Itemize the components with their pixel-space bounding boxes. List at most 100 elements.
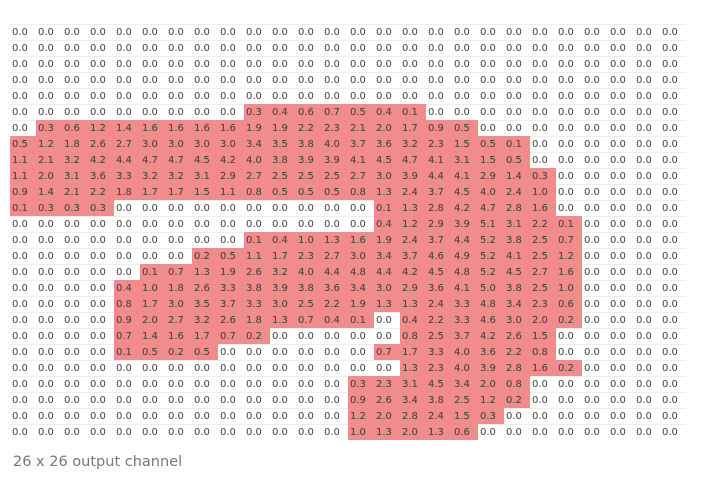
grid-cell: 0.0 — [478, 104, 504, 120]
grid-cell: 0.0 — [62, 24, 88, 40]
grid-cell: 2.4 — [504, 184, 530, 200]
grid-cell: 2.9 — [426, 216, 452, 232]
grid-cell: 0.0 — [348, 88, 374, 104]
grid-cell: 0.0 — [608, 56, 634, 72]
grid-cell: 0.0 — [192, 40, 218, 56]
grid-cell: 4.2 — [218, 152, 244, 168]
grid-cell: 0.0 — [114, 216, 140, 232]
grid-cell: 0.3 — [478, 408, 504, 424]
grid-cell: 2.5 — [426, 328, 452, 344]
grid-cell: 0.0 — [556, 328, 582, 344]
grid-cell: 0.0 — [140, 424, 166, 440]
grid-cell: 0.0 — [88, 40, 114, 56]
grid-cell: 0.0 — [296, 216, 322, 232]
grid-cell: 0.0 — [62, 280, 88, 296]
grid-cell: 0.0 — [400, 72, 426, 88]
grid-cell: 3.0 — [374, 168, 400, 184]
grid-cell: 1.4 — [36, 184, 62, 200]
grid-cell: 0.0 — [192, 424, 218, 440]
grid-cell: 0.0 — [478, 56, 504, 72]
grid-cell: 3.9 — [296, 152, 322, 168]
grid-cell: 2.1 — [62, 184, 88, 200]
grid-cell: 0.0 — [322, 88, 348, 104]
grid-cell: 0.0 — [556, 72, 582, 88]
grid-cell: 0.0 — [660, 408, 686, 424]
grid-cell: 0.0 — [608, 104, 634, 120]
grid-cell: 0.0 — [660, 24, 686, 40]
grid-cell: 0.0 — [88, 280, 114, 296]
grid-cell: 3.2 — [166, 168, 192, 184]
grid-cell: 2.6 — [244, 264, 270, 280]
grid-cell: 0.6 — [296, 104, 322, 120]
grid-cell: 0.9 — [10, 184, 36, 200]
grid-cell: 3.5 — [192, 296, 218, 312]
grid-cell: 0.0 — [166, 376, 192, 392]
grid-cell: 1.9 — [218, 264, 244, 280]
grid-cell: 1.2 — [36, 136, 62, 152]
grid-cell: 0.0 — [296, 200, 322, 216]
grid-cell: 0.0 — [62, 328, 88, 344]
grid-cell: 2.8 — [400, 408, 426, 424]
grid-cell: 1.1 — [244, 248, 270, 264]
grid-cell: 1.7 — [400, 120, 426, 136]
grid-cell: 0.2 — [556, 312, 582, 328]
grid-cell: 0.0 — [166, 56, 192, 72]
grid-cell: 1.2 — [556, 248, 582, 264]
grid-cell: 1.1 — [10, 152, 36, 168]
grid-cell: 4.0 — [322, 136, 348, 152]
grid-cell: 2.0 — [400, 424, 426, 440]
grid-cell: 4.6 — [426, 248, 452, 264]
grid-cell: 0.0 — [348, 328, 374, 344]
grid-cell: 0.0 — [660, 56, 686, 72]
grid-cell: 0.0 — [270, 40, 296, 56]
grid-cell: 4.7 — [140, 152, 166, 168]
grid-cell: 2.5 — [530, 232, 556, 248]
grid-cell: 0.0 — [426, 40, 452, 56]
grid-cell: 0.0 — [296, 40, 322, 56]
grid-cell: 2.6 — [192, 280, 218, 296]
grid-cell: 0.0 — [660, 328, 686, 344]
grid-cell: 0.4 — [270, 232, 296, 248]
grid-cell: 0.0 — [218, 88, 244, 104]
grid-cell: 0.0 — [244, 424, 270, 440]
grid-cell: 0.0 — [322, 376, 348, 392]
grid-cell: 3.9 — [478, 360, 504, 376]
grid-cell: 0.5 — [478, 136, 504, 152]
grid-cell: 3.4 — [452, 376, 478, 392]
grid-cell: 0.0 — [296, 424, 322, 440]
grid-cell: 0.0 — [62, 216, 88, 232]
grid-cell: 3.9 — [322, 152, 348, 168]
grid-cell: 0.0 — [62, 424, 88, 440]
grid-cell: 0.0 — [36, 376, 62, 392]
grid-cell: 0.4 — [400, 312, 426, 328]
grid-cell: 0.0 — [582, 152, 608, 168]
grid-cell: 0.7 — [296, 312, 322, 328]
grid-cell: 0.0 — [374, 24, 400, 40]
grid-cell: 0.0 — [36, 216, 62, 232]
grid-cell: 0.0 — [452, 40, 478, 56]
grid-cell: 0.0 — [660, 344, 686, 360]
grid-cell: 2.5 — [322, 168, 348, 184]
grid-cell: 2.1 — [348, 120, 374, 136]
grid-cell: 0.0 — [322, 200, 348, 216]
grid-cell: 0.0 — [218, 392, 244, 408]
grid-cell: 5.1 — [478, 216, 504, 232]
grid-cell: 2.2 — [504, 344, 530, 360]
grid-cell: 0.0 — [244, 24, 270, 40]
grid-cell: 0.0 — [400, 88, 426, 104]
grid-cell: 3.3 — [218, 280, 244, 296]
grid-cell: 0.0 — [62, 72, 88, 88]
grid-cell: 1.8 — [114, 184, 140, 200]
grid-cell: 0.0 — [140, 216, 166, 232]
grid-cell: 3.0 — [218, 136, 244, 152]
grid-cell: 0.0 — [608, 408, 634, 424]
grid-cell: 0.0 — [10, 72, 36, 88]
grid-cell: 0.0 — [270, 200, 296, 216]
grid-cell: 2.9 — [478, 168, 504, 184]
grid-cell: 2.7 — [530, 264, 556, 280]
grid-cell: 0.0 — [36, 344, 62, 360]
grid-cell: 0.0 — [608, 328, 634, 344]
grid-cell: 0.0 — [582, 24, 608, 40]
grid-cell: 0.0 — [270, 360, 296, 376]
grid-cell: 0.5 — [192, 344, 218, 360]
